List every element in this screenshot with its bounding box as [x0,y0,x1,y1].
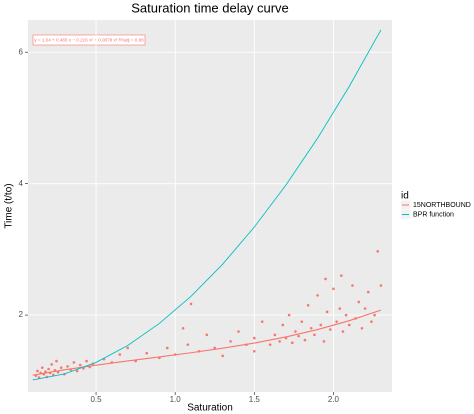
data-point [260,320,264,323]
data-point [186,343,190,346]
data-point [55,359,58,363]
data-point [253,349,256,353]
data-point [205,333,209,337]
data-point [44,370,47,373]
data-point [309,326,313,330]
plot-panel [28,20,392,392]
data-point [40,366,44,369]
x-tick-label: 1.5 [249,395,261,404]
data-point [303,338,307,342]
data-point [294,330,297,333]
data-point [85,359,88,363]
data-point [145,351,148,355]
data-point [290,341,294,345]
data-point [78,363,82,367]
data-point [319,323,323,327]
data-point [351,284,354,287]
data-point [278,340,281,343]
data-point [181,326,185,330]
data-point [340,274,343,277]
data-point [335,320,338,323]
data-point [297,334,300,338]
data-point [237,330,240,333]
x-axis-title: Saturation [187,403,233,414]
data-point [281,323,285,327]
fit-line [32,309,382,376]
data-point [50,363,54,366]
x-tick-label: 2.0 [328,395,340,404]
data-point [324,277,327,281]
data-point [273,333,277,337]
data-point [370,320,373,323]
data-point [344,313,348,317]
y-axis-title: Time (t/to) [4,183,15,228]
data-point [360,326,364,330]
data-point [328,328,332,331]
data-point [332,287,335,291]
data-point [338,307,342,310]
data-point [376,250,380,253]
data-point [253,336,256,340]
data-point [229,340,232,343]
data-point [268,343,272,346]
data-point [59,366,63,369]
data-point [118,353,122,356]
data-point [363,307,367,310]
data-point [221,354,224,358]
y-tick-label: 6 [19,47,24,56]
data-point [287,313,291,317]
data-point [306,303,310,307]
legend-label: 15NORTHBOUND [413,202,471,209]
legend-title: id [401,191,409,202]
data-point [316,294,319,297]
data-point [341,330,345,333]
curve-line [32,29,382,381]
data-point [357,300,361,304]
data-point [189,302,193,306]
data-point [325,310,329,314]
data-point [373,313,376,317]
data-point [347,323,351,327]
data-point [56,370,60,374]
chart-title: Saturation time delay curve [131,0,289,15]
y-tick-label: 2 [19,310,24,319]
annotation: y = 1.04 + 0.483 x − 0.216 x² + 0.0878 x… [34,38,144,43]
data-point [379,284,383,287]
data-point [322,340,326,343]
data-point [300,320,304,323]
data-point [165,346,169,350]
data-point [313,333,316,337]
data-point [47,367,50,371]
data-point [36,369,39,373]
x-tick-label: 0.5 [90,395,102,404]
annotation-box [32,34,146,46]
data-point [213,346,217,350]
data-point [366,290,370,294]
y-tick-label: 4 [19,179,24,188]
legend-label: BPR function [413,211,454,218]
data-point [75,369,79,373]
data-point [66,365,69,368]
x-tick-label: 1.0 [170,395,182,404]
data-point [72,361,76,364]
data-point [126,346,130,350]
